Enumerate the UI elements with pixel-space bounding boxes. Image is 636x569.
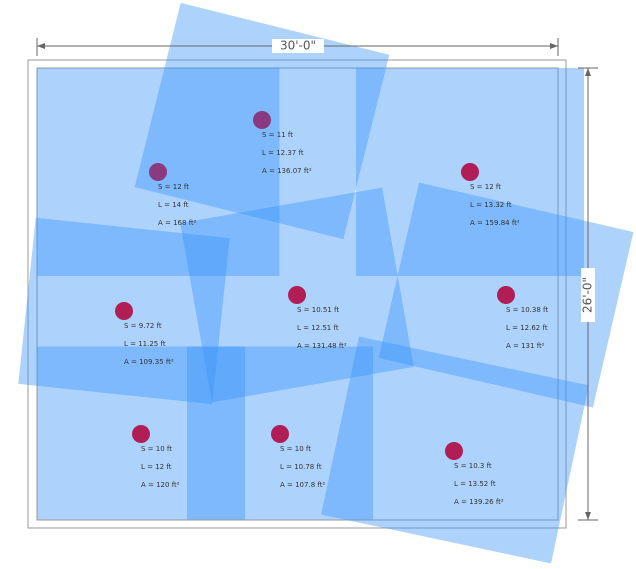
light-fixture: [271, 425, 289, 443]
dimension-label-bg: [272, 39, 324, 53]
light-fixture: [132, 425, 150, 443]
zone-area: A = 109.35 ft²: [124, 358, 174, 366]
light-fixture: [115, 302, 133, 320]
zone-spacing: S = 11 ft: [262, 131, 293, 139]
light-fixture: [445, 442, 463, 460]
room-outline: [27, 59, 567, 529]
dimension-label-bg: [581, 268, 595, 322]
zone-length: L = 10.78 ft: [280, 463, 322, 471]
zone-area: A = 136.07 ft²: [262, 167, 312, 175]
zone-spacing: S = 9.72 ft: [124, 322, 162, 330]
zone-length: L = 12.37 ft: [262, 149, 304, 157]
zone-spacing: S = 12 ft: [470, 183, 501, 191]
zone: S = 10 ft L = 10.78 ft A = 107.8 ft²: [271, 425, 325, 489]
light-fixture: [253, 111, 271, 129]
zone: S = 10 ft L = 12 ft A = 120 ft²: [132, 425, 180, 489]
zone-length: L = 13.32 ft: [470, 201, 512, 209]
width-label: 30'-0": [280, 39, 316, 53]
light-fixture: [497, 286, 515, 304]
zone-length: L = 13.52 ft: [454, 480, 496, 488]
zone: S = 11 ft L = 12.37 ft A = 136.07 ft²: [253, 111, 312, 175]
depth-dimension: 26'-0": [578, 67, 598, 521]
zone-length: L = 14 ft: [158, 201, 189, 209]
depth-label: 26'-0": [581, 277, 595, 313]
zone-spacing: S = 10.51 ft: [297, 306, 339, 314]
zone-area: A = 131.48 ft²: [297, 342, 347, 350]
zone-area: A = 139.26 ft²: [454, 498, 504, 506]
zone: S = 10.3 ft L = 13.52 ft A = 139.26 ft²: [445, 442, 504, 506]
zone-spacing: S = 10 ft: [280, 445, 311, 453]
zone-spacing: S = 10 ft: [141, 445, 172, 453]
zone: S = 10.38 ft L = 12.62 ft A = 131 ft²: [497, 286, 548, 350]
zone-spacing: S = 10.38 ft: [506, 306, 548, 314]
light-fixture: [149, 163, 167, 181]
zone-length: L = 11.25 ft: [124, 340, 166, 348]
zone-length: L = 12 ft: [141, 463, 172, 471]
zone: S = 12 ft L = 14 ft A = 168 ft²: [149, 163, 197, 227]
light-fixture: [288, 286, 306, 304]
zone-length: L = 12.51 ft: [297, 324, 339, 332]
zone: S = 9.72 ft L = 11.25 ft A = 109.35 ft²: [115, 302, 174, 366]
zone-area: A = 107.8 ft²: [280, 481, 325, 489]
zone-area: A = 159.84 ft²: [470, 219, 520, 227]
zone-area: A = 168 ft²: [158, 219, 197, 227]
zone-spacing: S = 10.3 ft: [454, 462, 492, 470]
light-fixture: [461, 163, 479, 181]
width-dimension: 30'-0": [36, 38, 559, 56]
zone: S = 10.51 ft L = 12.51 ft A = 131.48 ft²: [288, 286, 347, 350]
zone-length: L = 12.62 ft: [506, 324, 548, 332]
zone-area: A = 131 ft²: [506, 342, 545, 350]
zone: S = 12 ft L = 13.32 ft A = 159.84 ft²: [461, 163, 520, 227]
coverage-areas: [18, 2, 634, 564]
zone-spacing: S = 12 ft: [158, 183, 189, 191]
room-inner: [36, 67, 559, 521]
zone-area: A = 120 ft²: [141, 481, 180, 489]
